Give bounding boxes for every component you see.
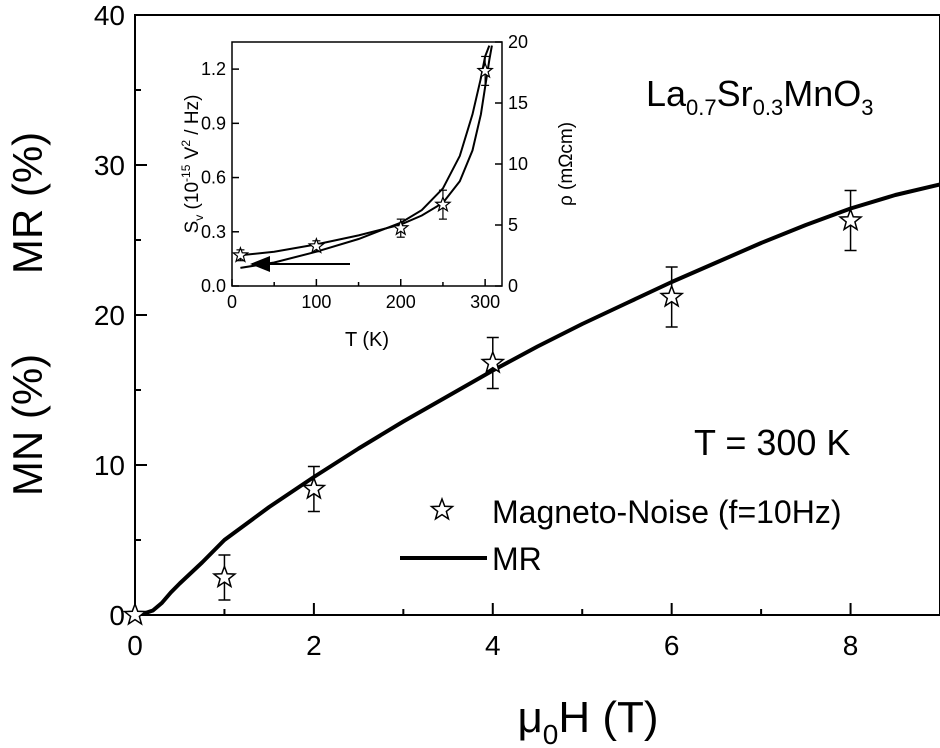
inset-x-tick-label: 100	[301, 292, 331, 312]
compound-label: La0.7Sr0.3MnO3	[646, 73, 874, 120]
inset-data-point	[476, 61, 494, 79]
noise-data-point	[122, 601, 148, 626]
inset-right-axis-label: ρ (mΩcm)	[556, 122, 577, 206]
main-series-points	[122, 189, 864, 626]
x-tick-label: 8	[843, 630, 859, 661]
mr-curve	[135, 182, 940, 615]
inset-x-axis-label: T (K)	[345, 329, 389, 351]
y-tick-label: 20	[94, 300, 125, 331]
y-tick-label: 10	[94, 450, 125, 481]
inset-x-tick-label: 300	[470, 292, 500, 312]
inset-left-tick-label: 0.9	[201, 113, 226, 133]
inset-left-tick-label: 0.0	[201, 276, 226, 296]
legend-star	[429, 496, 455, 521]
inset-right-tick-label: 15	[508, 93, 528, 113]
inset-left-tick-label: 1.2	[201, 59, 226, 79]
inset-right-tick-label: 20	[508, 32, 528, 52]
inset-x-tick-label: 200	[386, 292, 416, 312]
inset-x-tick-label: 0	[227, 292, 237, 312]
legend-label-noise: Magneto-Noise (f=10Hz)	[492, 494, 841, 530]
noise-data-point	[659, 283, 685, 308]
temperature-label: T = 300 K	[694, 422, 850, 463]
inset-left-axis-label: Sv (10-15 V2 / Hz)	[179, 95, 206, 234]
inset-series-points	[231, 55, 494, 263]
inset-data-point	[307, 236, 326, 254]
main-axis-ticks: 0 2 4 6 8 0 10 20 30 40	[94, 0, 859, 661]
noise-data-point	[211, 564, 237, 589]
y-tick-label: 30	[94, 150, 125, 181]
y-axis-label-mn: MN (%)	[4, 354, 51, 496]
inset-data-point	[231, 246, 250, 263]
inset-data-point	[434, 195, 452, 213]
y-tick-label: 40	[94, 0, 125, 31]
y-axis-label-mr: MR (%)	[4, 132, 51, 274]
inset-data-point	[391, 218, 410, 236]
x-tick-label: 6	[664, 630, 680, 661]
x-tick-label: 2	[306, 630, 322, 661]
legend-star-marker	[429, 496, 455, 521]
y-tick-label: 0	[109, 600, 125, 631]
inset-right-tick-label: 0	[508, 276, 518, 296]
legend: Magneto-Noise (f=10Hz) MR	[400, 494, 841, 577]
inset-right-tick-label: 10	[508, 154, 528, 174]
legend-label-mr: MR	[492, 541, 542, 577]
noise-data-point	[480, 349, 506, 374]
main-series-lines	[135, 182, 940, 615]
x-tick-label: 4	[485, 630, 501, 661]
noise-data-point	[301, 475, 327, 500]
noise-data-point	[838, 207, 864, 232]
inset-plot-background	[232, 42, 502, 286]
inset-left-tick-label: 0.3	[201, 222, 226, 242]
x-axis-label: μ0H (T)	[517, 693, 658, 748]
inset-axis-ticks: 0 100 200 300 0.0 0.3 0.6 0.9 1.2 0 5 10 15 20	[201, 32, 528, 312]
inset-right-tick-label: 5	[508, 215, 518, 235]
inset-left-tick-label: 0.6	[201, 168, 226, 188]
x-tick-label: 0	[127, 630, 143, 661]
